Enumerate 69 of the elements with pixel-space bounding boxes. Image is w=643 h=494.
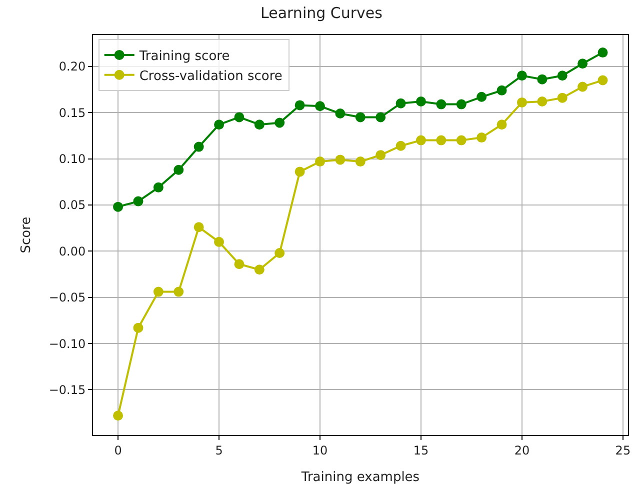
point [456,135,466,146]
point [315,156,326,167]
point [214,120,224,130]
y-axis-title: Score [18,216,34,254]
point [376,112,386,122]
point [557,70,568,81]
point [274,248,285,258]
point [376,150,386,160]
point [496,120,507,130]
point [174,164,184,175]
point [537,96,548,107]
x-tick-label: 10 [312,443,328,458]
point [416,135,426,146]
x-axis-title: Training examples [300,470,420,485]
x-tick-label: 5 [215,443,223,458]
point [516,70,527,81]
point [557,92,568,103]
point [355,112,366,122]
point [496,85,507,96]
y-tick-label: −0.15 [48,382,86,397]
legend-label: Training score [138,49,230,64]
point [456,99,466,110]
x-tick-label: 0 [114,443,122,458]
point [194,222,204,232]
point [436,99,446,110]
point [234,112,244,122]
point [254,264,264,275]
point [335,154,346,165]
point [274,118,285,128]
point [436,135,446,146]
point [113,410,124,421]
point [416,96,426,107]
y-tick-label: 0.05 [58,198,86,212]
point [254,120,264,130]
point [174,286,184,297]
point [194,142,204,152]
y-tick-label: 0.00 [58,244,86,258]
y-tick-label: −0.10 [48,336,86,351]
legend-label: Cross-validation score [139,68,282,84]
y-tick-label: 0.15 [58,106,86,120]
point [133,322,144,333]
x-tick-label: 20 [514,443,530,458]
point [598,48,608,58]
point [355,156,366,167]
point [396,98,406,108]
point [476,132,487,143]
point [598,75,608,86]
point [396,140,406,151]
point [214,236,224,247]
point [516,97,527,108]
chart-title: Learning Curves [260,4,383,22]
point [294,166,305,177]
point [153,286,164,297]
x-tick-label: 25 [615,443,631,458]
point [234,259,244,270]
x-tick-label: 15 [413,443,429,458]
point [578,58,588,69]
point [153,182,164,192]
y-tick-label: 0.10 [58,152,86,166]
y-tick-label: −0.05 [48,290,86,305]
point [537,74,548,84]
point [578,82,588,92]
y-tick-label: 0.20 [58,60,86,74]
point [315,101,326,112]
point [335,108,346,119]
point [476,92,487,102]
point [133,196,144,206]
point [294,100,305,110]
point [113,202,124,212]
